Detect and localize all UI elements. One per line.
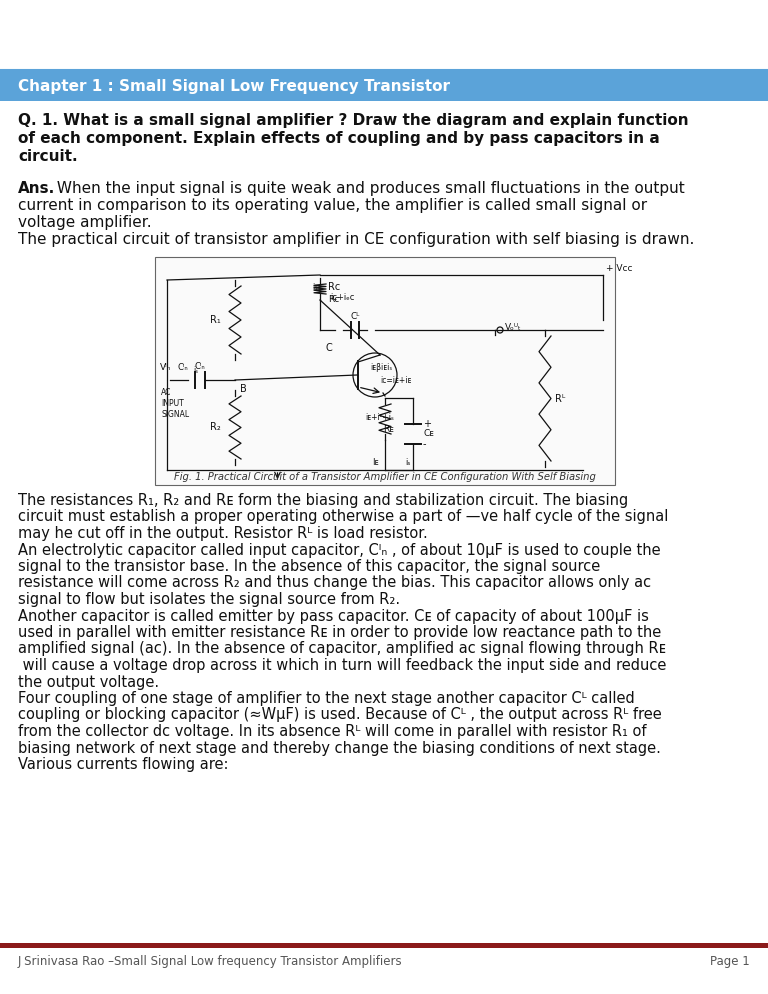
Text: -: - — [423, 439, 426, 449]
Text: from the collector dc voltage. In its absence Rᴸ will come in parallel with resi: from the collector dc voltage. In its ab… — [18, 724, 647, 739]
Text: Fig. 1. Practical Circuit of a Transistor Amplifier in CE Configuration With Sel: Fig. 1. Practical Circuit of a Transisto… — [174, 472, 596, 482]
Text: voltage amplifier.: voltage amplifier. — [18, 215, 151, 230]
Text: J Srinivasa Rao –Small Signal Low frequency Transistor Amplifiers: J Srinivasa Rao –Small Signal Low freque… — [18, 955, 402, 968]
Text: signal to flow but isolates the signal source from R₂.: signal to flow but isolates the signal s… — [18, 592, 400, 607]
Text: Cᴇ: Cᴇ — [423, 429, 434, 438]
Text: Ans.: Ans. — [18, 181, 55, 196]
Text: iᴇβiᴇiₛ: iᴇβiᴇiₛ — [370, 363, 392, 372]
Text: Four coupling of one stage of amplifier to the next stage another capacitor Cᴸ c: Four coupling of one stage of amplifier … — [18, 691, 634, 706]
Text: used in parallel with emitter resistance Rᴇ in order to provide low reactance pa: used in parallel with emitter resistance… — [18, 625, 661, 640]
Bar — [0, 943, 768, 948]
Text: Page 1: Page 1 — [710, 955, 750, 968]
Text: Vᴵₙ: Vᴵₙ — [160, 363, 171, 372]
Text: Rᴇ: Rᴇ — [383, 424, 394, 433]
Text: will cause a voltage drop across it which in turn will feedback the input side a: will cause a voltage drop across it whic… — [18, 658, 667, 673]
Text: resistance will come across R₂ and thus change the bias. This capacitor allows o: resistance will come across R₂ and thus … — [18, 576, 651, 590]
Text: the output voltage.: the output voltage. — [18, 675, 159, 690]
Text: Iᴇ: Iᴇ — [372, 458, 379, 467]
Text: The practical circuit of transistor amplifier in CE configuration with self bias: The practical circuit of transistor ampl… — [18, 232, 694, 247]
Text: An electrolytic capacitor called input capacitor, Cᴵₙ , of about 10μF is used to: An electrolytic capacitor called input c… — [18, 543, 660, 558]
Text: Various currents flowing are:: Various currents flowing are: — [18, 757, 229, 772]
Text: C: C — [325, 343, 332, 353]
Text: current in comparison to its operating value, the amplifier is called small sign: current in comparison to its operating v… — [18, 198, 647, 213]
Text: Rᴄ: Rᴄ — [328, 295, 339, 304]
Text: may he cut off in the output. Resistor Rᴸ is load resistor.: may he cut off in the output. Resistor R… — [18, 526, 428, 541]
Text: iₛ: iₛ — [406, 458, 411, 467]
Text: iᴄ=iᴇ+iᴇ: iᴄ=iᴇ+iᴇ — [380, 376, 412, 385]
Text: When the input signal is quite weak and produces small fluctuations in the outpu: When the input signal is quite weak and … — [52, 181, 685, 196]
Text: R₂: R₂ — [210, 422, 221, 432]
Text: Rᴸ: Rᴸ — [555, 394, 565, 404]
Text: The resistances R₁, R₂ and Rᴇ form the biasing and stabilization circuit. The bi: The resistances R₁, R₂ and Rᴇ form the b… — [18, 493, 628, 508]
Text: circuit.: circuit. — [18, 149, 78, 164]
Text: iᴄ+iₑᴄ: iᴄ+iₑᴄ — [330, 293, 354, 302]
Text: Another capacitor is called emitter by pass capacitor. Cᴇ of capacity of about 1: Another capacitor is called emitter by p… — [18, 608, 649, 623]
Text: Chapter 1 : Small Signal Low Frequency Transistor: Chapter 1 : Small Signal Low Frequency T… — [18, 79, 450, 93]
Text: Cᴵₙ: Cᴵₙ — [194, 362, 205, 371]
Text: biasing network of next stage and thereby change the biasing conditions of next : biasing network of next stage and thereb… — [18, 741, 661, 755]
Text: AC
INPUT
SIGNAL: AC INPUT SIGNAL — [161, 388, 189, 419]
Text: coupling or blocking capacitor (≈WμF) is used. Because of Cᴸ , the output across: coupling or blocking capacitor (≈WμF) is… — [18, 708, 662, 723]
Bar — [155, 257, 615, 485]
Text: iₛ: iₛ — [193, 366, 198, 375]
Text: amplified signal (ac). In the absence of capacitor, amplified ac signal flowing : amplified signal (ac). In the absence of… — [18, 641, 666, 656]
Text: Rᴄ: Rᴄ — [328, 282, 340, 292]
Text: B: B — [240, 384, 247, 394]
Text: Cᴸ: Cᴸ — [350, 312, 359, 321]
Text: +: + — [423, 419, 431, 429]
Text: Vₒᵁₜ: Vₒᵁₜ — [505, 323, 521, 333]
Text: R₁: R₁ — [210, 315, 221, 325]
Bar — [0, 71, 768, 101]
Text: iᴇ+iᴸ+iₛ: iᴇ+iᴸ+iₛ — [366, 413, 395, 422]
Text: Cᴵₙ: Cᴵₙ — [177, 363, 188, 372]
Text: of each component. Explain effects of coupling and by pass capacitors in a: of each component. Explain effects of co… — [18, 131, 660, 146]
Text: Q. 1. What is a small signal amplifier ? Draw the diagram and explain function: Q. 1. What is a small signal amplifier ?… — [18, 113, 689, 128]
Text: i₁: i₁ — [312, 283, 318, 292]
Text: + Vᴄᴄ: + Vᴄᴄ — [606, 264, 633, 273]
Text: circuit must establish a proper operating otherwise a part of —ve half cycle of : circuit must establish a proper operatin… — [18, 510, 668, 525]
Text: signal to the transistor base. In the absence of this capacitor, the signal sour: signal to the transistor base. In the ab… — [18, 559, 601, 574]
